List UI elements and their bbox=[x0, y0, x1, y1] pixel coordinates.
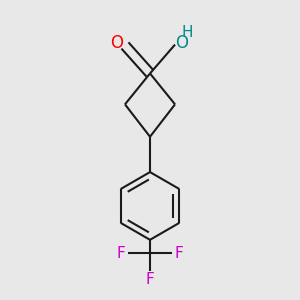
Text: F: F bbox=[175, 246, 184, 261]
Text: F: F bbox=[146, 272, 154, 287]
Text: O: O bbox=[175, 34, 188, 52]
Text: O: O bbox=[110, 34, 123, 52]
Text: F: F bbox=[116, 246, 125, 261]
Text: H: H bbox=[182, 25, 193, 40]
